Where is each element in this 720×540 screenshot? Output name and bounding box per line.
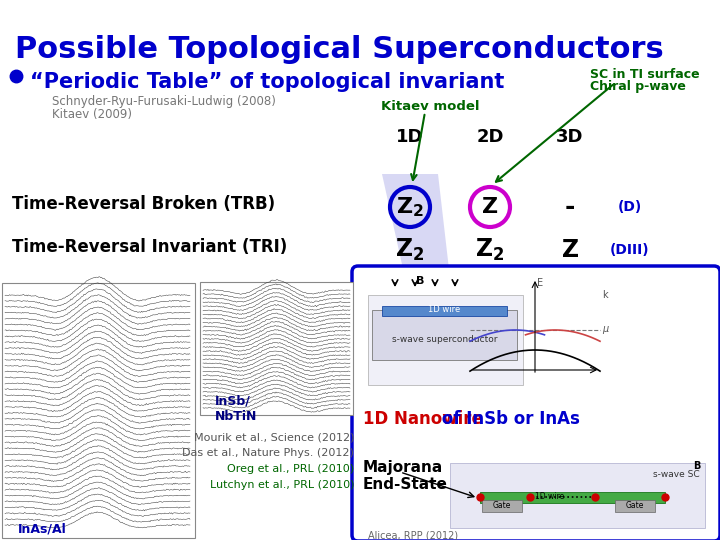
Text: $\mathbf{Z}$: $\mathbf{Z}$ [561, 238, 579, 262]
FancyBboxPatch shape [352, 266, 720, 540]
FancyBboxPatch shape [372, 310, 517, 360]
Text: InSb/
NbTiN: InSb/ NbTiN [215, 395, 257, 423]
Text: Chiral p-wave: Chiral p-wave [590, 80, 686, 93]
Text: $\mathbf{Z_2}$: $\mathbf{Z_2}$ [396, 195, 424, 219]
Text: InAs/Al: InAs/Al [18, 523, 67, 536]
FancyBboxPatch shape [200, 282, 353, 415]
Text: Time-Reversal Broken (TRB): Time-Reversal Broken (TRB) [12, 195, 275, 213]
Text: $\mathbf{Z_2}$: $\mathbf{Z_2}$ [475, 237, 505, 263]
Text: E: E [537, 278, 543, 288]
Text: -: - [564, 195, 575, 219]
Text: Alicea, RPP (2012): Alicea, RPP (2012) [368, 530, 458, 540]
FancyBboxPatch shape [2, 283, 195, 538]
Text: 2D: 2D [476, 128, 504, 146]
Text: $\mathbf{Z}$: $\mathbf{Z}$ [482, 197, 498, 217]
Text: SC in TI surface: SC in TI surface [590, 68, 700, 81]
Text: Gate: Gate [626, 502, 644, 510]
Text: $\mathbf{Z_2}$: $\mathbf{Z_2}$ [395, 237, 425, 263]
Text: (DIII): (DIII) [610, 243, 650, 257]
Text: k: k [602, 290, 608, 300]
Text: Kitaev (2009): Kitaev (2009) [52, 108, 132, 121]
Text: s-wave SC: s-wave SC [653, 470, 700, 479]
Text: Possible Topological Superconductors: Possible Topological Superconductors [15, 35, 664, 64]
Text: Kitaev model: Kitaev model [381, 100, 480, 113]
FancyBboxPatch shape [450, 463, 705, 528]
Text: 3D: 3D [557, 128, 584, 146]
Text: Schnyder-Ryu-Furusaki-Ludwig (2008): Schnyder-Ryu-Furusaki-Ludwig (2008) [52, 95, 276, 108]
Text: $\mu$: $\mu$ [602, 324, 610, 336]
FancyBboxPatch shape [482, 500, 522, 512]
Text: Mourik et al., Science (2012): Mourik et al., Science (2012) [194, 432, 354, 442]
Text: 1D wire: 1D wire [428, 306, 460, 314]
Text: “Periodic Table” of topological invariant: “Periodic Table” of topological invarian… [30, 72, 505, 92]
Text: s-wave superconductor: s-wave superconductor [392, 335, 498, 345]
Text: Time-Reversal Invariant (TRI): Time-Reversal Invariant (TRI) [12, 238, 287, 256]
Text: Lutchyn et al., PRL (2010): Lutchyn et al., PRL (2010) [210, 480, 354, 490]
Text: Oreg et al., PRL (2010): Oreg et al., PRL (2010) [227, 464, 354, 474]
Text: 1D Nanowire: 1D Nanowire [363, 410, 483, 428]
Text: Majorana
End-State: Majorana End-State [363, 460, 448, 492]
Text: Gate: Gate [492, 502, 511, 510]
FancyBboxPatch shape [615, 500, 655, 512]
Text: 1D wire: 1D wire [536, 492, 564, 501]
Text: 1D: 1D [396, 128, 424, 146]
Text: Das et al., Nature Phys. (2012): Das et al., Nature Phys. (2012) [182, 448, 354, 458]
FancyBboxPatch shape [368, 295, 523, 385]
Text: B: B [693, 461, 700, 471]
Text: (D): (D) [618, 200, 642, 214]
Text: B: B [416, 276, 424, 286]
FancyBboxPatch shape [480, 492, 665, 503]
FancyBboxPatch shape [382, 306, 507, 316]
Polygon shape [382, 174, 450, 278]
Text: of InSb or InAs: of InSb or InAs [436, 410, 580, 428]
